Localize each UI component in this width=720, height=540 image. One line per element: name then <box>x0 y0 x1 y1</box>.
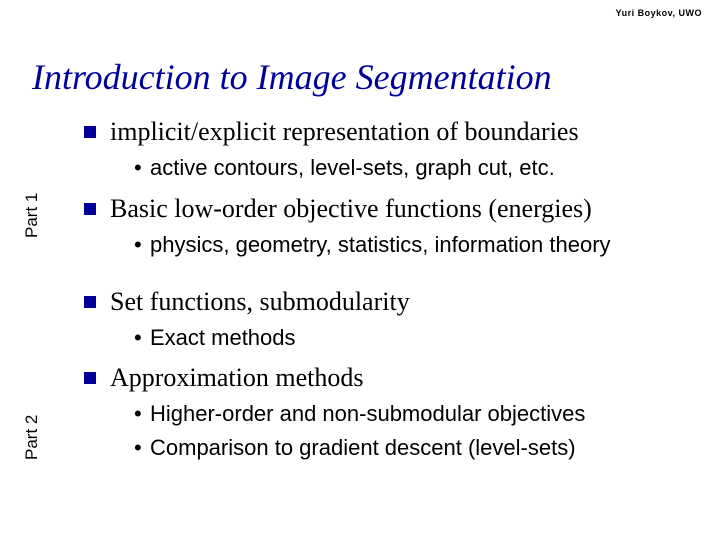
bullet-1: implicit/explicit representation of boun… <box>84 114 700 149</box>
bullet-4-sub-1-text: Higher-order and non-submodular objectiv… <box>150 399 700 429</box>
slide-title: Introduction to Image Segmentation <box>32 56 552 98</box>
bullet-4-sub-2-text: Comparison to gradient descent (level-se… <box>150 433 700 463</box>
bullet-3-sub-1-text: Exact methods <box>150 323 700 353</box>
bullet-2-text: Basic low-order objective functions (ene… <box>110 191 700 226</box>
content-area: implicit/explicit representation of boun… <box>0 106 720 463</box>
square-bullet-icon <box>84 126 96 138</box>
dot-bullet-icon: • <box>134 230 150 260</box>
bullet-1-sub-1: • active contours, level-sets, graph cut… <box>134 153 700 183</box>
spacer <box>0 260 720 276</box>
square-bullet-icon <box>84 203 96 215</box>
square-bullet-icon <box>84 296 96 308</box>
bullet-1-sub-1-text: active contours, level-sets, graph cut, … <box>150 153 700 183</box>
bullet-2-sub-1: • physics, geometry, statistics, informa… <box>134 230 700 260</box>
bullet-4-sub-1: • Higher-order and non-submodular object… <box>134 399 700 429</box>
slide-root: Yuri Boykov, UWO Introduction to Image S… <box>0 0 720 540</box>
bullet-2: Basic low-order objective functions (ene… <box>84 191 700 226</box>
bullet-3: Set functions, submodularity <box>84 284 700 319</box>
dot-bullet-icon: • <box>134 399 150 429</box>
square-bullet-icon <box>84 372 96 384</box>
header-author: Yuri Boykov, UWO <box>616 8 702 18</box>
bullet-1-text: implicit/explicit representation of boun… <box>110 114 700 149</box>
bullet-4-sub-2: • Comparison to gradient descent (level-… <box>134 433 700 463</box>
bullet-2-sub-1-text: physics, geometry, statistics, informati… <box>150 230 700 260</box>
dot-bullet-icon: • <box>134 153 150 183</box>
dot-bullet-icon: • <box>134 433 150 463</box>
bullet-4: Approximation methods <box>84 360 700 395</box>
bullet-3-sub-1: • Exact methods <box>134 323 700 353</box>
bullet-3-text: Set functions, submodularity <box>110 284 700 319</box>
dot-bullet-icon: • <box>134 323 150 353</box>
bullet-4-text: Approximation methods <box>110 360 700 395</box>
